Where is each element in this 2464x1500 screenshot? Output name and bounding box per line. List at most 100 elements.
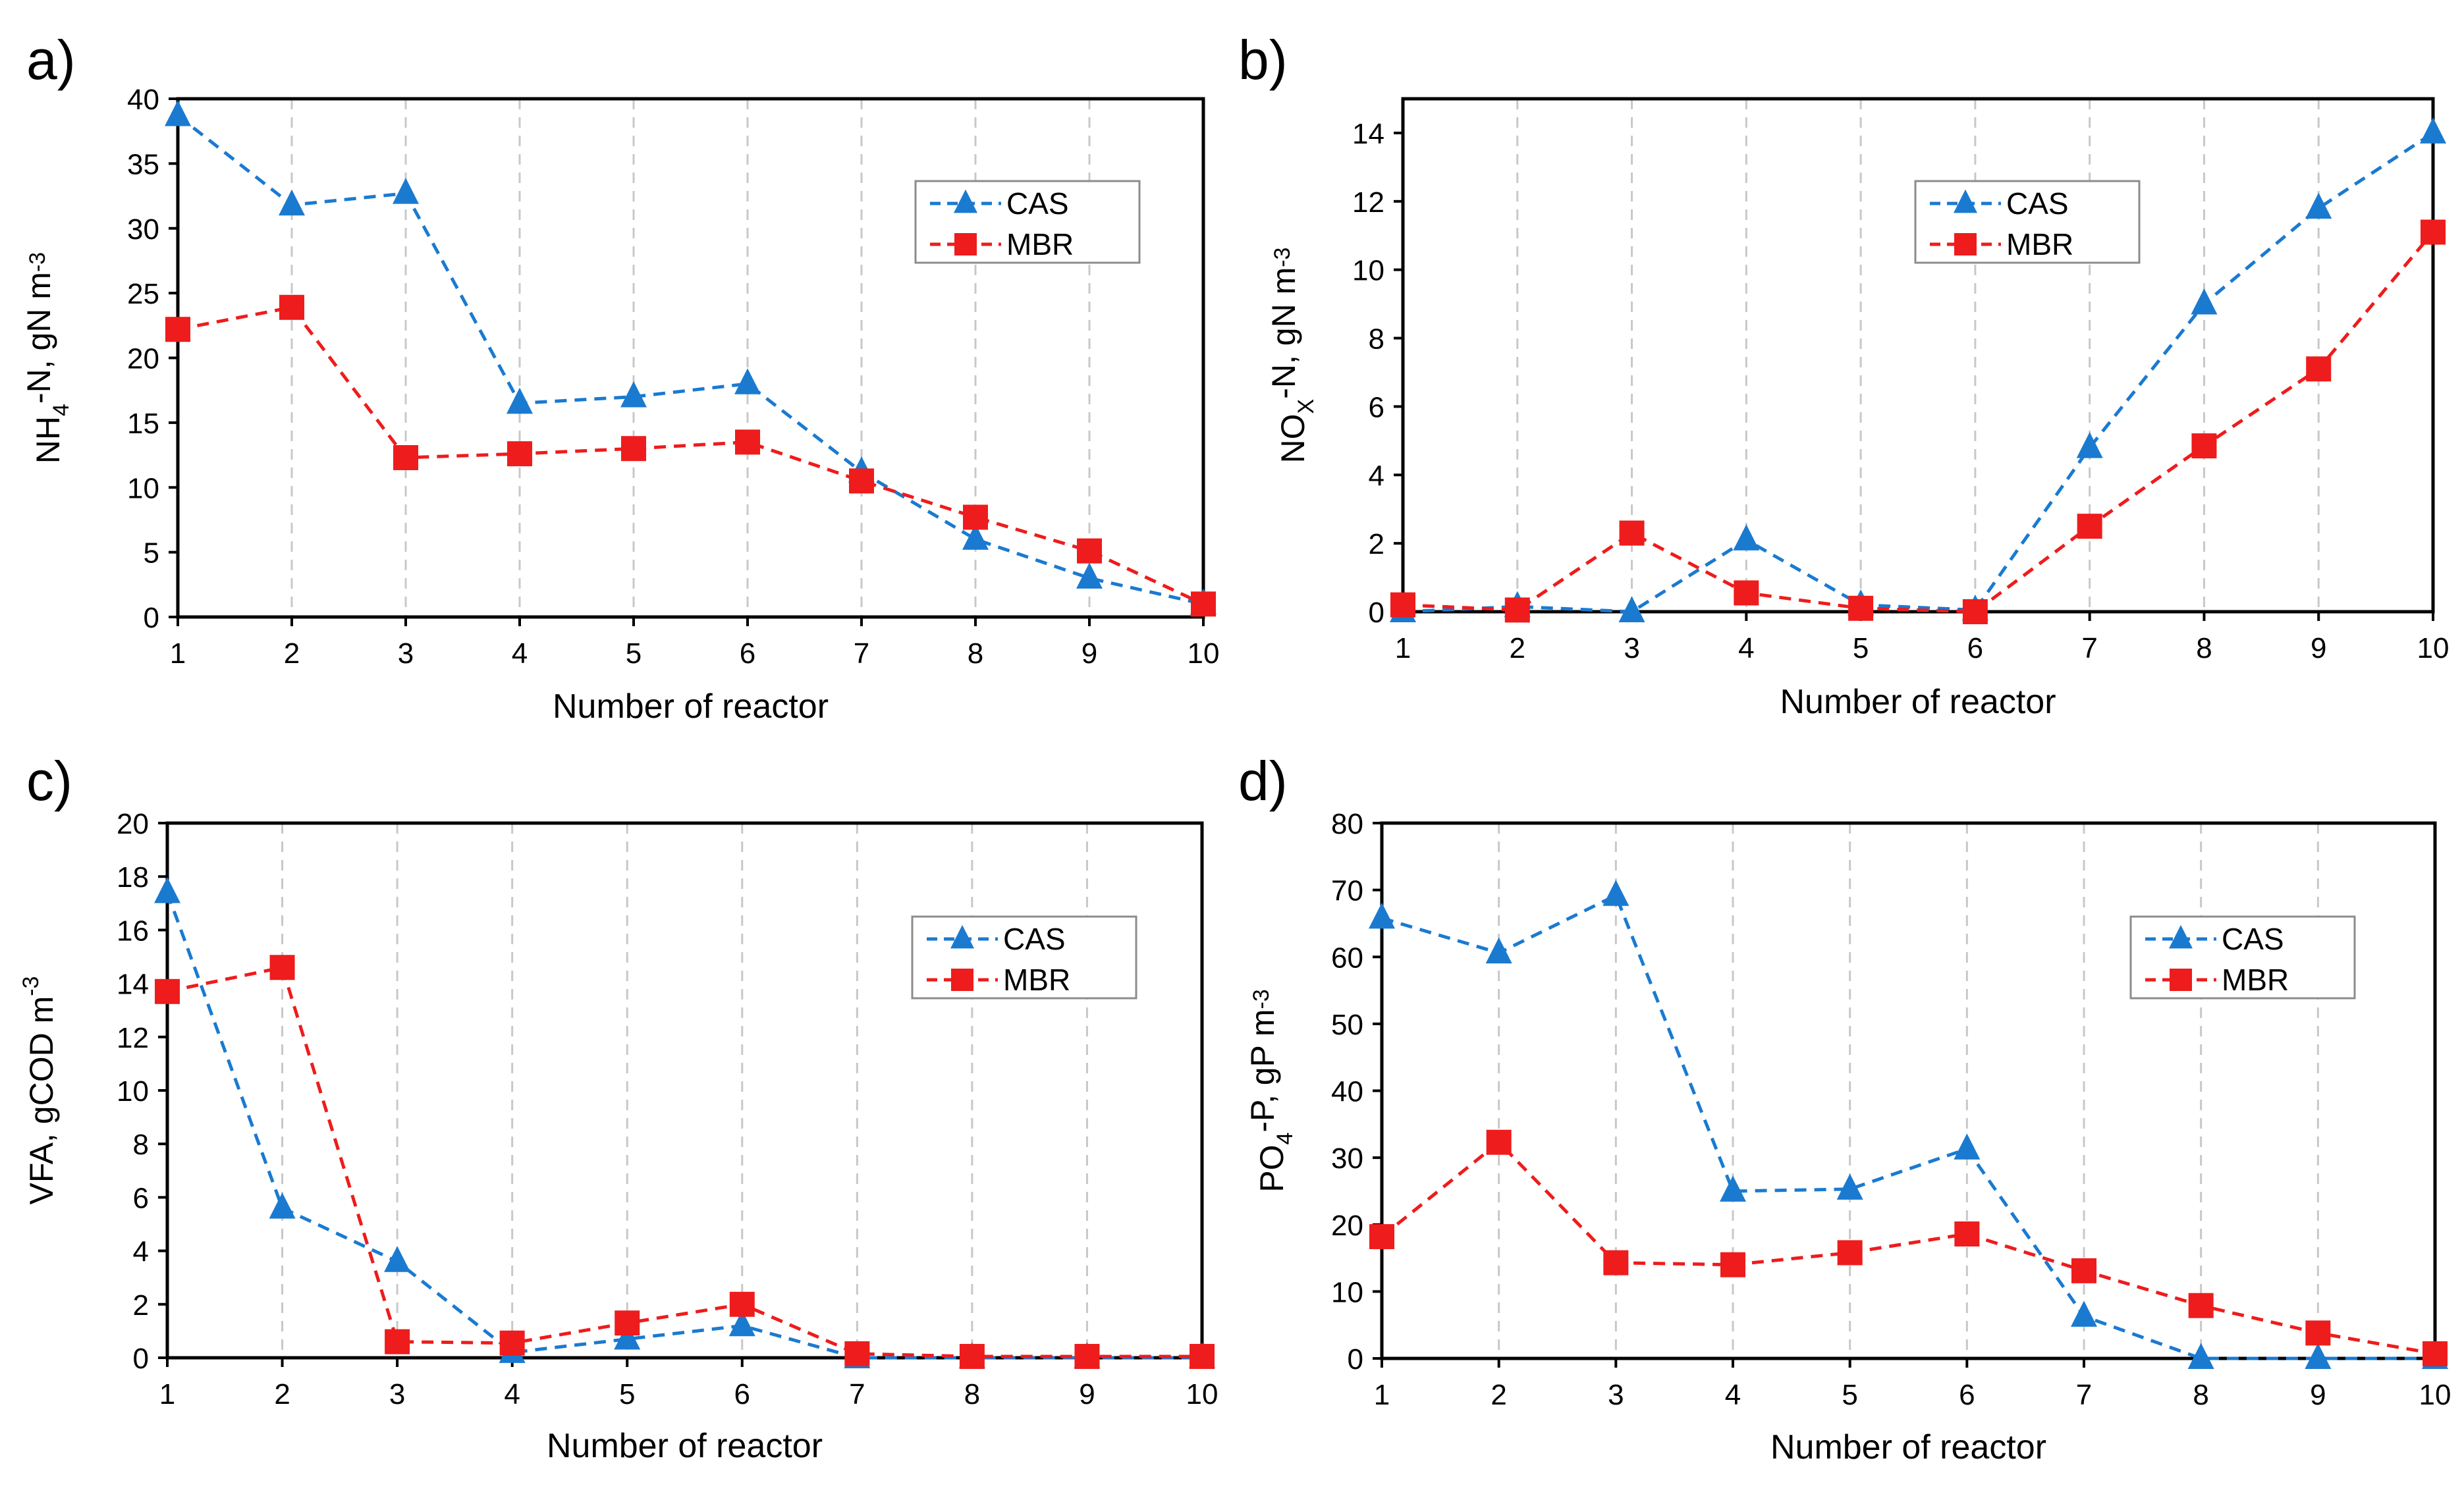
data-point-mbr [844, 1341, 870, 1366]
x-tick-label: 7 [2081, 632, 2097, 664]
plot-frame [165, 821, 1204, 1360]
y-axis-title-part: PO [1253, 1145, 1290, 1192]
data-point-cas [962, 523, 989, 550]
x-tick-label: 9 [1079, 1378, 1095, 1410]
y-tick-label: 60 [1331, 942, 1363, 974]
data-point-mbr [2191, 433, 2217, 459]
legend-marker-mbr [2170, 969, 2192, 991]
x-tick-label: 4 [1738, 632, 1754, 664]
data-point-mbr [385, 1329, 410, 1354]
y-tick-label: 0 [1369, 597, 1384, 629]
y-tick-label: 20 [117, 808, 149, 840]
data-point-cas [728, 1310, 755, 1337]
data-point-cas [1485, 937, 1512, 964]
data-point-mbr [1369, 1224, 1394, 1250]
x-tick-label: 5 [619, 1378, 635, 1410]
data-point-mbr [615, 1310, 640, 1336]
data-point-cas [165, 100, 191, 126]
series-line-mbr [1402, 230, 2434, 614]
x-tick-label: 1 [159, 1378, 175, 1410]
series-line-mbr [177, 306, 1205, 606]
legend-label-cas: CAS [1006, 186, 1069, 221]
y-axis-title-part: -N, gN m [20, 272, 57, 404]
data-point-mbr [507, 441, 532, 467]
legend-marker-mbr [1954, 233, 1977, 255]
data-point-mbr [1954, 1221, 1980, 1246]
data-point-mbr [1837, 1240, 1863, 1266]
data-point-mbr [393, 444, 418, 470]
panel-label: c) [26, 750, 72, 812]
x-axis-title: Number of reactor [1770, 1428, 2046, 1466]
y-tick-label: 4 [1369, 460, 1384, 492]
data-point-mbr [735, 429, 760, 455]
legend-marker-cas [1954, 189, 1977, 213]
y-tick-label: 16 [117, 915, 149, 947]
data-point-cas [2187, 1343, 2214, 1369]
y-axis-title-part: X [1294, 399, 1319, 414]
chart-panel-d: d) 0 10 20 30 40 50 60 70 80 1 2 3 4 5 6 7 8 9 10 Number of … [1238, 750, 2451, 1466]
y-tick-label: 8 [133, 1129, 149, 1161]
data-point-cas [1720, 1175, 1746, 1202]
panel-label: b) [1238, 29, 1288, 91]
x-tick-label: 10 [2417, 632, 2450, 664]
y-tick-label: 6 [1369, 391, 1384, 423]
x-tick-label: 6 [734, 1378, 750, 1410]
data-point-mbr [2188, 1293, 2214, 1318]
y-axis-title-part: -3 [1249, 989, 1274, 1009]
data-point-mbr [155, 978, 180, 1004]
legend-label-cas: CAS [1003, 922, 1066, 956]
y-tick-label: 20 [127, 343, 159, 375]
data-point-mbr [1077, 538, 1102, 564]
x-tick-label: 8 [964, 1378, 980, 1410]
y-tick-label: 14 [1352, 118, 1384, 150]
plot-frame [1401, 97, 2435, 614]
y-axis-title: NOX-N, gN m-3 [1265, 248, 1319, 464]
data-point-cas [1076, 562, 1103, 589]
y-tick-label: 40 [1331, 1076, 1363, 1108]
y-axis-title-part: 4 [49, 404, 74, 416]
y-tick-label: 10 [117, 1075, 149, 1108]
legend-box [911, 915, 1137, 1000]
x-tick-label: 3 [1608, 1379, 1624, 1411]
data-point-mbr [2305, 1320, 2331, 1346]
panel-label: a) [26, 29, 76, 91]
data-point-cas [2071, 1300, 2097, 1327]
y-tick-label: 70 [1331, 875, 1363, 907]
legend: CAS MBR [1914, 180, 2141, 264]
data-point-cas [279, 189, 305, 216]
y-tick-label: 40 [127, 84, 159, 116]
series-line-cas [177, 114, 1204, 606]
x-tick-label: 3 [389, 1378, 405, 1410]
series-line-mbr [1381, 1140, 2436, 1356]
x-tick-label: 4 [504, 1378, 520, 1410]
y-tick-label: 2 [1369, 528, 1384, 560]
series-line-cas [1402, 131, 2434, 614]
y-tick-label: 0 [133, 1343, 149, 1375]
data-point-mbr [849, 468, 874, 494]
x-tick-label: 1 [170, 637, 186, 670]
data-point-cas [2305, 192, 2332, 219]
data-point-mbr [1191, 591, 1216, 617]
x-tick-label: 4 [1725, 1379, 1741, 1411]
y-tick-label: 4 [133, 1236, 149, 1268]
y-axis-title-part: VFA, gCOD m [23, 996, 60, 1205]
y-tick-label: 0 [144, 602, 159, 634]
x-tick-label: 2 [274, 1378, 290, 1410]
y-axis-title: VFA, gCOD m-3 [18, 977, 60, 1205]
y-tick-label: 10 [1352, 255, 1384, 287]
x-tick-label: 1 [1395, 632, 1411, 664]
x-tick-label: 10 [1188, 637, 1220, 670]
data-point-mbr [1390, 592, 1415, 618]
x-tick-label: 7 [854, 637, 869, 670]
data-point-cas [154, 877, 180, 903]
x-tick-label: 2 [1491, 1379, 1506, 1411]
y-axis-title-part: NO [1274, 414, 1311, 463]
legend-marker-cas [950, 924, 974, 949]
y-tick-label: 18 [117, 861, 149, 894]
data-point-cas [506, 387, 533, 414]
legend-label-cas: CAS [2222, 922, 2284, 956]
y-axis-title-part: -3 [25, 252, 50, 272]
legend-label-mbr: MBR [2006, 227, 2073, 261]
y-tick-label: 15 [127, 408, 159, 440]
legend-marker-cas [2169, 924, 2193, 949]
